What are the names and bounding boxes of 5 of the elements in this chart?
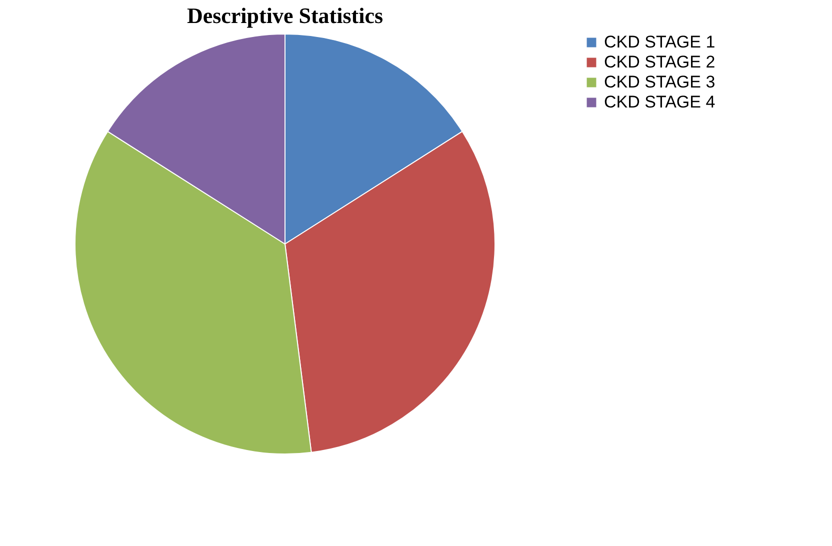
chart-title: Descriptive Statistics — [186, 3, 384, 28]
legend-label: CKD STAGE 4 — [604, 92, 716, 112]
legend-label: CKD STAGE 2 — [604, 52, 716, 72]
legend-label: CKD STAGE 3 — [604, 72, 716, 92]
legend-label: CKD STAGE 1 — [604, 32, 716, 52]
